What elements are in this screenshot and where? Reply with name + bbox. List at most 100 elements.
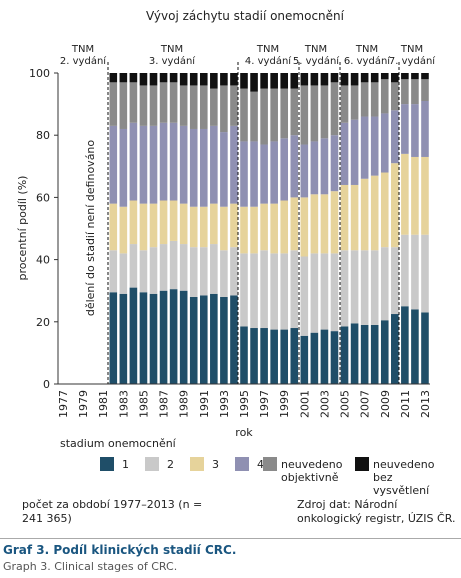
bar-segment [421, 100, 429, 157]
bar-segment [310, 141, 319, 195]
bar-segment [250, 91, 258, 142]
bar-segment [129, 200, 138, 245]
x-tick-label: 1983 [117, 390, 130, 418]
bar-segment [391, 110, 399, 164]
bar-segment [109, 203, 118, 251]
bar-segment [169, 200, 178, 241]
edition-title: TNM [71, 44, 94, 55]
bar-segment [189, 206, 198, 248]
bar-segment [189, 247, 198, 297]
bar-segment [411, 104, 419, 157]
bar-segment [401, 104, 409, 154]
bar-segment [199, 247, 208, 296]
bar-segment [391, 163, 399, 248]
bar-segment [360, 178, 369, 251]
bar-segment [300, 197, 309, 257]
bar-segment [260, 73, 268, 89]
bar-segment [330, 331, 339, 384]
bar-segment [199, 295, 208, 384]
bar-segment [391, 82, 399, 111]
bar-segment [260, 144, 268, 204]
edition-title: TNM [304, 44, 327, 55]
bar-segment [300, 85, 309, 145]
bar-segment [230, 295, 238, 384]
edition-label: 5. vydání [293, 55, 340, 67]
bar-segment [179, 73, 188, 86]
bar-segment [149, 247, 158, 294]
bar-segment [230, 203, 238, 248]
bar-segment [300, 73, 309, 86]
x-tick-label: 1995 [238, 390, 251, 418]
bar-segment [370, 324, 379, 384]
bar-segment [401, 234, 409, 307]
legend-label: neuvedeno objektivně [281, 458, 343, 484]
bar-segment [220, 206, 228, 251]
bar-segment [149, 125, 158, 204]
legend-label: 4 [257, 458, 264, 471]
bar-segment [290, 88, 299, 136]
x-tick-label: 1977 [57, 390, 70, 418]
bar-segment [149, 203, 158, 248]
bar-segment [250, 206, 258, 254]
bar-segment [330, 82, 339, 136]
bar-segment [189, 73, 198, 86]
x-tick-label: 1979 [77, 390, 90, 418]
bar-segment [370, 73, 379, 83]
bar-segment [129, 122, 138, 201]
bar-segment [380, 113, 389, 173]
bar-segment [350, 250, 359, 324]
bar-segment [199, 73, 208, 86]
legend-label: neuvedeno bez vysvětlení [373, 458, 435, 497]
bar-segment [280, 329, 289, 384]
bar-segment [380, 172, 389, 248]
bar-segment [169, 289, 178, 384]
bar-segment [139, 250, 148, 293]
legend-label: 3 [212, 458, 219, 471]
bar-segment [411, 73, 419, 80]
bar-segment [210, 73, 218, 89]
bar-segment [421, 79, 429, 101]
bar-segment [340, 184, 349, 251]
bar-segment [360, 73, 369, 83]
legend-label: 2 [167, 458, 174, 471]
caption: Graf 3. Podíl klinických stadií CRC. [3, 543, 237, 557]
bar-segment [380, 79, 389, 114]
bar-segment [179, 125, 188, 204]
bar-segment [189, 296, 198, 384]
x-tick-label: 1997 [258, 390, 271, 418]
edition-title: TNM [400, 44, 423, 55]
bar-segment [159, 122, 168, 201]
bar-segment [270, 329, 278, 384]
x-tick-label: 1991 [198, 390, 211, 418]
bar-segment [401, 73, 409, 80]
x-axis-label: rok [235, 426, 253, 439]
edition-title: TNM [160, 44, 183, 55]
bar-segment [421, 312, 429, 384]
edition-label: 2. vydání [60, 55, 107, 67]
bar-segment [401, 153, 409, 235]
legend-swatch [145, 457, 159, 471]
bar-segment [411, 79, 419, 105]
bar-segment [401, 79, 409, 105]
bar-segment [210, 244, 218, 294]
bar-segment [300, 335, 309, 384]
legend-swatch [235, 457, 249, 471]
source-note: Zdroj dat: Národní onkologický registr, … [297, 498, 456, 525]
x-tick-label: 2007 [359, 390, 372, 418]
bar-segment [320, 73, 329, 86]
y-tick-label: 20 [36, 316, 50, 329]
count-note: počet za období 1977–2013 (n = 241 365) [22, 498, 203, 525]
x-tick-label: 2009 [379, 390, 392, 418]
bar-segment [159, 244, 168, 291]
bar-segment [220, 73, 228, 86]
bar-segment [421, 234, 429, 313]
bar-segment [210, 88, 218, 126]
bar-segment [230, 73, 238, 86]
y-tick-label: 100 [29, 67, 50, 80]
edition-label: 6. vydání [344, 55, 391, 67]
caption-en: Graph 3. Clinical stages of CRC. [3, 560, 178, 573]
bar-segment [350, 323, 359, 384]
bar-segment [421, 73, 429, 80]
bar-segment [159, 200, 168, 245]
